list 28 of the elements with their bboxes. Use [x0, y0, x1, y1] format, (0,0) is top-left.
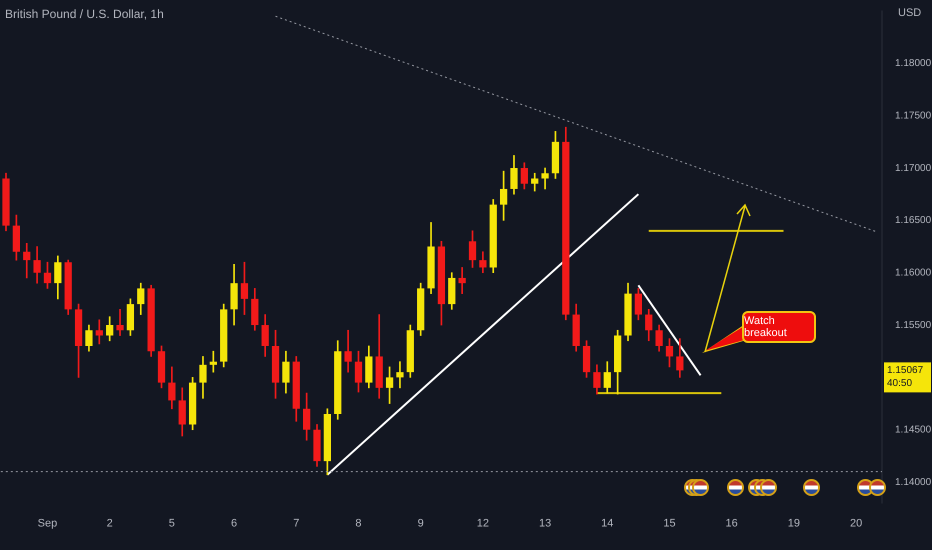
y-axis-title: USD	[898, 7, 922, 19]
y-tick-label: 1.18000	[895, 58, 932, 70]
text: 1.15067	[887, 365, 924, 376]
x-tick-label: 20	[850, 518, 862, 530]
x-tick-label: 9	[418, 518, 424, 530]
y-tick-label: 1.14500	[895, 424, 932, 436]
x-tick-label: 5	[168, 518, 175, 530]
x-tick-label: Sep	[38, 518, 58, 530]
chart-title: British Pound / U.S. Dollar, 1h	[5, 7, 164, 21]
y-tick-label: 1.15500	[895, 320, 932, 331]
y-tick-label: 1.16500	[895, 215, 932, 226]
y-tick-label: 1.17500	[895, 110, 932, 122]
x-tick-label: 15	[663, 518, 676, 530]
text: 40:50	[887, 378, 912, 390]
x-tick-label: 13	[538, 518, 552, 530]
x-tick-label: 7	[293, 518, 300, 530]
x-tick-label: 2	[106, 518, 113, 530]
y-tick-label: 1.14000	[895, 476, 932, 488]
annotation: Watch breakout	[742, 311, 816, 343]
x-tick-label: 19	[788, 518, 800, 530]
x-tick-label: 16	[726, 518, 738, 530]
candlestick	[210, 350, 217, 372]
y-tick-label: 1.16000	[895, 267, 932, 278]
x-tick-label: 8	[355, 518, 362, 530]
x-tick-label: 12	[476, 518, 489, 530]
y-tick-label: 1.17000	[895, 162, 932, 174]
x-tick-label: 14	[601, 518, 614, 530]
x-tick-label: 6	[231, 518, 238, 530]
